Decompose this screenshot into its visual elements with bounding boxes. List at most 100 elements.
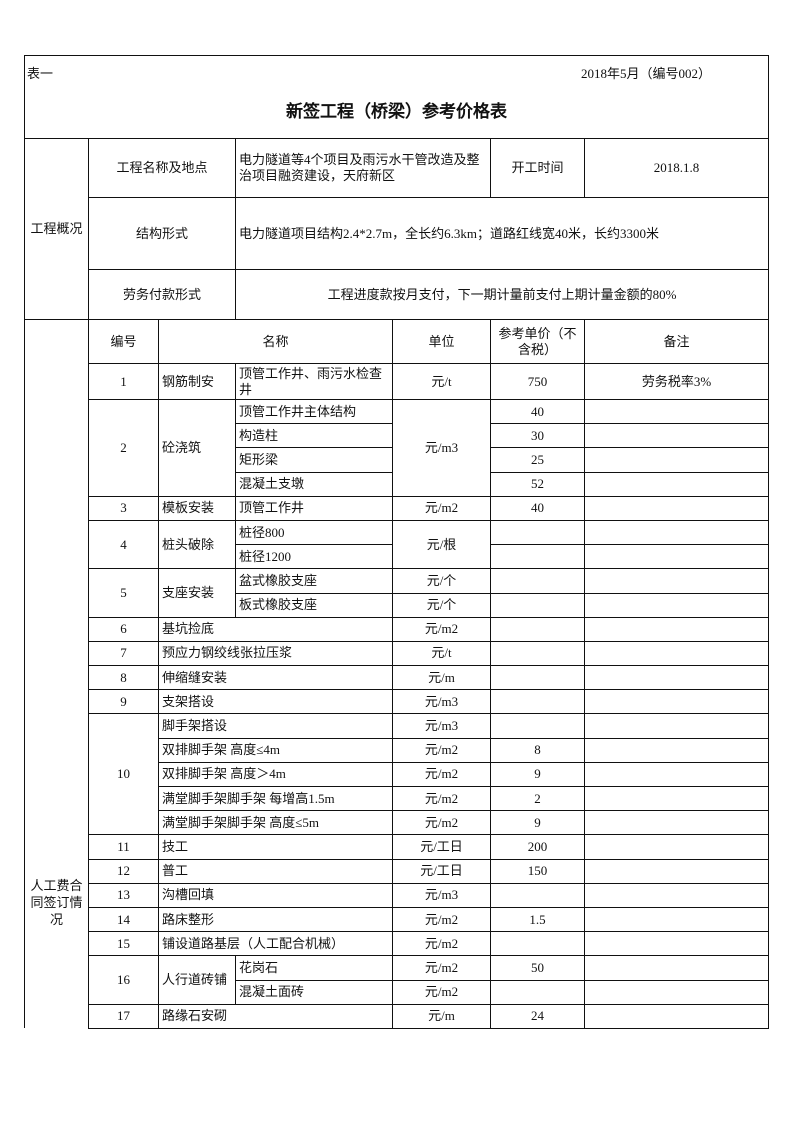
item-price: 9	[490, 761, 585, 788]
item-note	[583, 592, 770, 618]
item-note	[583, 568, 770, 594]
item-name: 满堂脚手架脚手架 高度≤5m	[158, 810, 393, 836]
item-name: 顶管工作井、雨污水检查井	[235, 363, 393, 400]
item-unit: 元/m2	[392, 495, 491, 521]
item-no: 17	[88, 1003, 159, 1029]
item-name: 构造柱	[235, 423, 393, 449]
table-row: 板式橡胶支座 元/个	[25, 592, 770, 618]
item-name: 双排脚手架 高度＞4m	[158, 761, 393, 788]
item-name: 混凝土面砖	[235, 979, 393, 1005]
item-unit: 元/m2	[392, 906, 491, 933]
item-price: 52	[490, 471, 585, 497]
item-no: 6	[88, 616, 159, 642]
item-price	[490, 616, 585, 642]
item-category: 砼浇筑	[158, 399, 236, 497]
item-category: 桩头破除	[158, 519, 236, 570]
item-unit: 元/m2	[392, 931, 491, 957]
item-unit: 元/m2	[392, 955, 491, 981]
table-row: 7 预应力钢绞线张拉压浆 元/t	[25, 640, 770, 667]
item-price: 2	[490, 785, 585, 812]
item-name: 伸缩缝安装	[158, 665, 393, 691]
item-price: 200	[490, 834, 585, 860]
item-note	[583, 713, 770, 739]
item-unit: 元/m3	[392, 713, 491, 739]
col-header-unit: 单位	[392, 319, 491, 364]
item-note	[583, 471, 770, 497]
table-row: 14 路床整形 元/m2 1.5	[25, 906, 770, 933]
item-price: 40	[490, 495, 585, 521]
item-price	[490, 665, 585, 691]
item-price	[490, 568, 585, 594]
item-note	[583, 495, 770, 521]
item-name: 顶管工作井主体结构	[235, 398, 393, 425]
item-name: 矩形梁	[235, 447, 393, 473]
item-no: 13	[88, 882, 159, 908]
item-price: 30	[490, 423, 585, 449]
start-time-value: 2018.1.8	[583, 138, 770, 198]
table-row: 17 路缘石安砌 元/m 24	[25, 1003, 770, 1029]
item-name: 技工	[158, 834, 393, 860]
table-row: 1 钢筋制安 顶管工作井、雨污水检查井 元/t 750 劳务税率3%	[25, 363, 770, 400]
table-row: 4 桩头破除 桩径800 元/根	[25, 519, 770, 570]
overview-section-label: 工程概况	[24, 138, 89, 320]
project-name-value: 电力隧道等4个项目及雨污水干管改造及整治项目融资建设，天府新区	[235, 138, 491, 198]
table-row: 11 技工 元/工日 200	[25, 834, 770, 860]
table-row: 6 基坑捡底 元/m2	[25, 616, 770, 642]
structure-label: 结构形式	[88, 197, 236, 270]
item-unit: 元/工日	[392, 834, 491, 860]
table-row: 13 沟槽回填 元/m3	[25, 882, 770, 908]
table-row: 3 模板安装 顶管工作井 元/m2 40	[25, 495, 770, 521]
item-category: 支座安装	[158, 568, 236, 618]
item-name: 盆式橡胶支座	[235, 568, 393, 594]
item-unit: 元/m2	[392, 761, 491, 788]
item-name: 支架搭设	[158, 689, 393, 715]
structure-value: 电力隧道项目结构2.4*2.7m，全长约6.3km；道路红线宽40米，长约330…	[234, 197, 770, 270]
item-unit: 元/m2	[392, 979, 491, 1005]
table-row: 8 伸缩缝安装 元/m	[25, 665, 770, 691]
start-time-label: 开工时间	[490, 138, 585, 198]
item-no: 11	[88, 834, 159, 860]
item-note	[583, 616, 770, 642]
table-row: 16 人行道砖铺 花岗石 元/m2 50	[25, 955, 770, 1005]
item-unit: 元/m2	[392, 810, 491, 836]
item-no: 1	[88, 363, 159, 400]
item-no: 3	[88, 495, 159, 521]
col-header-name: 名称	[158, 319, 393, 364]
item-price	[490, 640, 585, 667]
item-note	[583, 689, 770, 715]
item-unit: 元/t	[392, 363, 491, 400]
item-price: 24	[490, 1003, 585, 1029]
item-price: 1.5	[490, 906, 585, 933]
item-unit: 元/m3	[392, 689, 491, 715]
item-note	[583, 665, 770, 691]
item-unit: 元/m	[392, 1003, 491, 1029]
col-header-note: 备注	[583, 319, 770, 364]
item-no: 10	[88, 713, 159, 836]
item-name: 基坑捡底	[158, 616, 393, 642]
item-no: 4	[88, 519, 159, 570]
item-price: 150	[490, 858, 585, 884]
item-price	[490, 544, 585, 570]
item-category: 人行道砖铺	[158, 955, 236, 1005]
page-title: 新签工程（桥梁）参考价格表	[286, 102, 507, 121]
item-note	[583, 931, 770, 957]
labor-section-label: 人工费合同签订情况	[24, 319, 89, 1029]
table-row: 混凝土支墩 52	[25, 471, 770, 497]
item-name: 脚手架搭设	[158, 713, 393, 739]
header-cell: 表一 2018年5月（编号002） 新签工程（桥梁）参考价格表	[23, 55, 770, 139]
table-row: 满堂脚手架脚手架 每增高1.5m 元/m2 2	[25, 785, 770, 812]
item-note	[583, 423, 770, 449]
price-table: 表一 2018年5月（编号002） 新签工程（桥梁）参考价格表 工程概况 工程名…	[23, 55, 770, 1029]
item-no: 5	[88, 568, 159, 618]
project-name-label: 工程名称及地点	[88, 138, 236, 198]
table-row: 12 普工 元/工日 150	[25, 858, 770, 884]
item-unit: 元/个	[392, 568, 491, 594]
table-row: 双排脚手架 高度＞4m 元/m2 9	[25, 761, 770, 788]
table-row: 满堂脚手架脚手架 高度≤5m 元/m2 9	[25, 810, 770, 836]
item-note	[583, 882, 770, 908]
item-price	[490, 689, 585, 715]
item-note	[583, 447, 770, 473]
item-note	[583, 785, 770, 812]
table-label: 表一	[27, 66, 54, 81]
item-price	[490, 713, 585, 739]
